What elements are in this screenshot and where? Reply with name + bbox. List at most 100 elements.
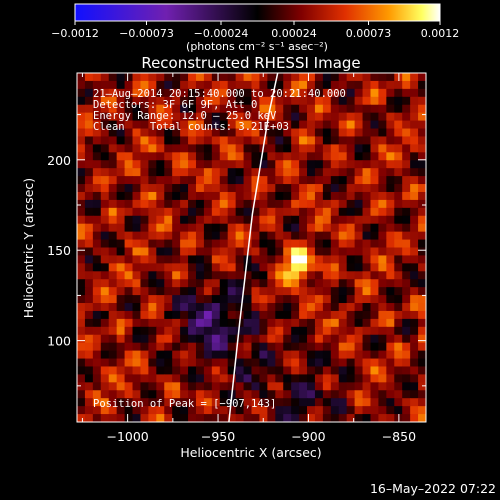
heatmap-cell (92, 334, 102, 344)
heatmap-cell (92, 326, 102, 336)
heatmap-cell (386, 231, 395, 241)
heatmap-cell (108, 374, 118, 383)
heatmap-cell (418, 366, 426, 376)
heatmap-cell (251, 279, 261, 288)
heatmap-cell (132, 358, 142, 368)
heatmap-cell (116, 215, 126, 225)
heatmap-cell (140, 239, 149, 249)
heatmap-cell (338, 128, 348, 138)
heatmap-cell (418, 223, 426, 233)
heatmap-cell (251, 247, 261, 257)
heatmap-cell (362, 398, 372, 407)
heatmap-cell (92, 271, 102, 280)
heatmap-cell (92, 382, 102, 391)
heatmap-cell (259, 334, 268, 344)
heatmap-cell (291, 358, 300, 368)
heatmap-cell (188, 112, 197, 122)
heatmap-cell (211, 390, 221, 399)
heatmap-cell (203, 398, 213, 407)
heatmap-cell (132, 398, 142, 407)
heatmap-cell (211, 358, 221, 368)
heatmap-cell (259, 358, 268, 368)
heatmap-cell (100, 263, 110, 272)
heatmap-cell (148, 406, 157, 415)
heatmap-cell (418, 160, 426, 169)
heatmap-cell (275, 255, 284, 264)
heatmap-cell (227, 239, 237, 249)
heatmap-cell (402, 310, 411, 320)
heatmap-cell (195, 342, 205, 352)
heatmap-cell (299, 295, 308, 304)
heatmap-cell (77, 80, 86, 90)
heatmap-cell (124, 191, 134, 201)
heatmap-cell (402, 152, 411, 161)
heatmap-cell (164, 358, 173, 368)
heatmap-cell (235, 390, 245, 399)
heatmap-cell (259, 382, 268, 391)
heatmap-cell (322, 120, 332, 130)
heatmap-cell (227, 271, 237, 280)
heatmap-cell (267, 318, 276, 328)
heatmap-cell (299, 128, 308, 138)
heatmap-cell (100, 223, 110, 233)
heatmap-cell (219, 247, 229, 257)
heatmap-cell (307, 215, 316, 225)
heatmap-cell (307, 263, 316, 272)
heatmap-cell (346, 80, 356, 90)
heatmap-cell (211, 112, 221, 122)
heatmap-cell (77, 73, 86, 82)
heatmap-cell (219, 287, 229, 296)
heatmap-cell (394, 207, 403, 217)
heatmap-cell (180, 279, 189, 288)
heatmap-cell (188, 144, 197, 153)
heatmap-cell (77, 207, 86, 217)
heatmap-cell (195, 152, 205, 161)
heatmap-cell (235, 120, 245, 130)
heatmap-cell (275, 112, 284, 122)
heatmap-cell (275, 128, 284, 138)
heatmap-cell (259, 255, 268, 264)
heatmap-cell (362, 366, 372, 376)
heatmap-cell (84, 295, 94, 304)
heatmap-cell (243, 303, 253, 312)
heatmap-cell (370, 104, 380, 114)
heatmap-image (77, 73, 426, 422)
heatmap-cell (195, 199, 205, 209)
heatmap-cell (259, 112, 268, 122)
heatmap-cell (172, 350, 181, 360)
heatmap-cell (307, 295, 316, 304)
heatmap-cell (307, 358, 316, 368)
heatmap-cell (330, 350, 340, 360)
heatmap-cell (124, 390, 134, 399)
heatmap-cell (394, 406, 403, 415)
heatmap-cell (92, 231, 102, 241)
heatmap-cell (283, 414, 292, 422)
annotation-energy-range: Energy Range: 12.0 – 25.0 keV (93, 110, 277, 122)
heatmap-cell (251, 80, 261, 90)
heatmap-cell (338, 191, 348, 201)
heatmap-cell (275, 168, 284, 177)
heatmap-cell (132, 406, 142, 415)
heatmap-cell (195, 326, 205, 336)
heatmap-cell (92, 406, 102, 415)
heatmap-cell (314, 223, 324, 233)
heatmap-cell (346, 382, 356, 391)
heatmap-cell (370, 215, 380, 225)
heatmap-cell (386, 406, 395, 415)
heatmap-cell (354, 247, 364, 257)
heatmap-cell (124, 215, 134, 225)
heatmap-cell (338, 136, 348, 145)
heatmap-cell (394, 120, 403, 130)
heatmap-cell (322, 414, 332, 422)
heatmap-cell (92, 390, 102, 399)
heatmap-cell (180, 191, 189, 201)
heatmap-cell (140, 263, 149, 272)
heatmap-cell (116, 120, 126, 130)
heatmap-cell (402, 80, 411, 90)
heatmap-cell (314, 199, 324, 209)
heatmap-cell (132, 350, 142, 360)
heatmap-cell (267, 104, 276, 114)
heatmap-cell (330, 366, 340, 376)
heatmap-cell (386, 104, 395, 114)
heatmap-cell (370, 120, 380, 130)
